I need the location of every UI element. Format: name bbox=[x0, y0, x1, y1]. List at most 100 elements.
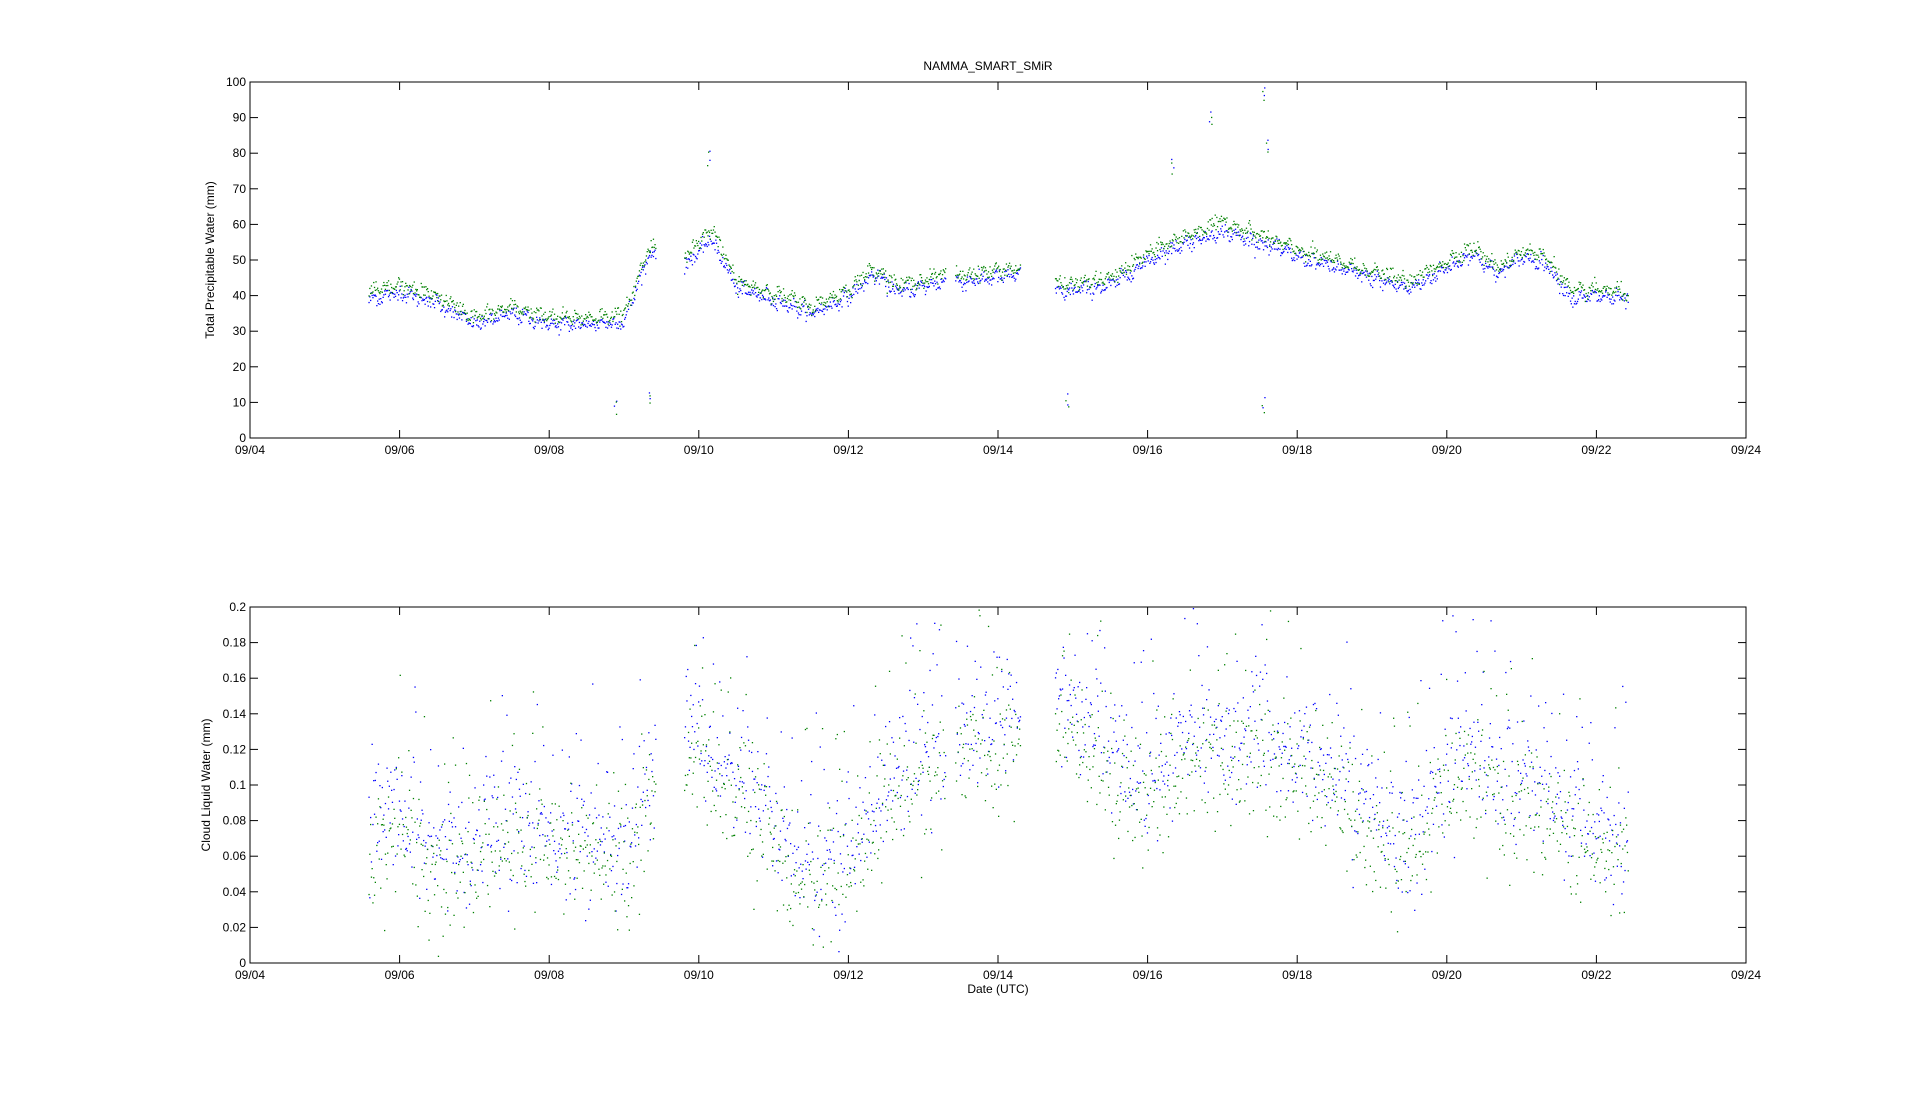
data-point-green bbox=[1098, 278, 1100, 280]
data-point-green bbox=[1291, 248, 1293, 250]
data-point-blue bbox=[1611, 303, 1613, 305]
data-point-blue bbox=[991, 739, 994, 741]
outlier-point bbox=[1208, 121, 1211, 123]
data-point-green bbox=[786, 297, 789, 300]
data-point-blue bbox=[905, 282, 907, 284]
data-point-green bbox=[641, 268, 643, 270]
data-point-blue bbox=[1493, 274, 1495, 276]
data-point-blue bbox=[1069, 693, 1071, 696]
data-point-green bbox=[1080, 277, 1082, 279]
data-point-green bbox=[542, 726, 544, 728]
data-point-blue bbox=[1532, 768, 1534, 770]
data-point-blue bbox=[1456, 265, 1459, 267]
data-point-blue bbox=[1202, 238, 1204, 240]
data-point-blue bbox=[1258, 749, 1260, 751]
data-point-blue bbox=[1068, 684, 1071, 686]
data-point-green bbox=[402, 294, 404, 296]
data-point-blue bbox=[428, 296, 430, 299]
data-point-blue bbox=[1509, 265, 1511, 267]
y-tick-label: 90 bbox=[233, 111, 247, 125]
data-point-blue bbox=[1552, 811, 1554, 813]
data-point-blue bbox=[528, 323, 531, 325]
data-point-blue bbox=[1057, 286, 1059, 288]
data-point-blue bbox=[1231, 238, 1233, 241]
data-point-blue bbox=[1289, 247, 1291, 249]
data-point-blue bbox=[1007, 688, 1009, 690]
data-point-blue bbox=[868, 274, 870, 277]
data-point-blue bbox=[997, 281, 999, 283]
data-point-blue bbox=[1064, 727, 1066, 729]
data-point-blue bbox=[692, 704, 694, 706]
data-point-blue bbox=[432, 303, 434, 305]
data-point-green bbox=[1233, 220, 1235, 223]
data-point-green bbox=[1553, 256, 1555, 258]
data-point-blue bbox=[811, 312, 814, 315]
data-point-green bbox=[638, 275, 640, 277]
data-point-green bbox=[581, 315, 583, 317]
data-point-blue bbox=[841, 306, 843, 308]
data-point-green bbox=[546, 876, 548, 879]
data-point-blue bbox=[503, 846, 505, 848]
data-point-blue bbox=[1513, 818, 1516, 820]
data-point-blue bbox=[447, 910, 449, 912]
data-point-blue bbox=[451, 316, 453, 318]
data-point-blue bbox=[977, 731, 979, 734]
data-point-blue bbox=[1354, 757, 1357, 760]
data-point-blue bbox=[620, 826, 622, 828]
data-point-blue bbox=[1572, 815, 1574, 817]
data-point-blue bbox=[1168, 732, 1170, 734]
data-point-blue bbox=[1318, 774, 1320, 776]
data-point-blue bbox=[417, 301, 419, 303]
data-point-green bbox=[1160, 241, 1162, 243]
data-point-blue bbox=[894, 755, 896, 757]
data-point-blue bbox=[1252, 685, 1254, 687]
data-point-green bbox=[1300, 250, 1302, 252]
data-point-green bbox=[1427, 271, 1429, 274]
data-point-blue bbox=[402, 297, 404, 299]
data-point-blue bbox=[889, 778, 891, 780]
data-point-blue bbox=[570, 327, 572, 329]
data-point-blue bbox=[1241, 236, 1243, 239]
data-point-blue bbox=[1522, 759, 1524, 761]
data-point-blue bbox=[800, 780, 803, 782]
data-point-green bbox=[1315, 251, 1318, 253]
data-point-blue bbox=[486, 321, 489, 323]
data-point-blue bbox=[788, 307, 790, 309]
data-point-blue bbox=[1400, 797, 1402, 799]
data-point-green bbox=[1506, 262, 1508, 264]
data-point-blue bbox=[1065, 674, 1067, 676]
data-point-blue bbox=[384, 829, 386, 831]
data-point-blue bbox=[847, 305, 849, 307]
data-point-blue bbox=[368, 796, 370, 798]
data-point-blue bbox=[1329, 270, 1331, 272]
data-point-green bbox=[1590, 290, 1592, 292]
data-point-blue bbox=[1378, 824, 1380, 826]
data-point-green bbox=[694, 245, 696, 247]
data-point-blue bbox=[1622, 685, 1624, 688]
data-point-blue bbox=[1535, 749, 1537, 751]
data-point-green bbox=[1071, 278, 1073, 281]
data-point-green bbox=[650, 240, 652, 242]
data-point-green bbox=[1499, 269, 1502, 271]
data-point-blue bbox=[934, 622, 936, 624]
data-point-blue bbox=[820, 303, 822, 306]
data-point-green bbox=[1558, 268, 1560, 270]
data-point-green bbox=[430, 297, 432, 299]
data-point-green bbox=[423, 716, 426, 718]
data-point-green bbox=[1372, 270, 1375, 272]
data-point-green bbox=[1118, 267, 1121, 270]
data-point-blue bbox=[962, 762, 964, 765]
data-point-green bbox=[774, 298, 776, 300]
data-point-green bbox=[1583, 289, 1585, 291]
data-point-green bbox=[436, 296, 438, 299]
data-point-green bbox=[1140, 257, 1142, 259]
data-point-green bbox=[1494, 259, 1496, 261]
data-point-blue bbox=[1601, 781, 1604, 783]
data-point-blue bbox=[515, 778, 517, 781]
data-point-blue bbox=[749, 832, 751, 835]
data-point-green bbox=[582, 320, 584, 322]
data-point-green bbox=[1216, 216, 1218, 219]
data-point-blue bbox=[1531, 260, 1533, 262]
data-point-green bbox=[809, 307, 811, 309]
data-point-green bbox=[1218, 220, 1220, 223]
